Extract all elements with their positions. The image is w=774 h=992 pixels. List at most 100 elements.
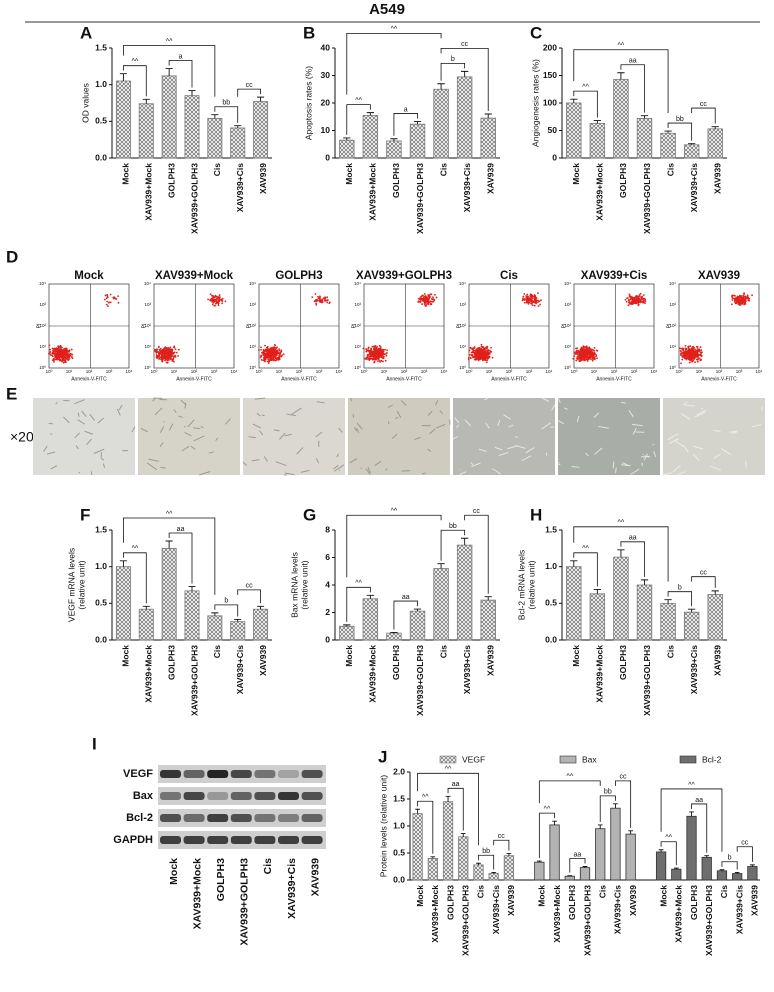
flow-event — [474, 359, 476, 361]
flow-event — [386, 352, 388, 354]
flow-event — [160, 350, 162, 352]
flow-event — [736, 301, 738, 303]
flow-event — [482, 356, 484, 358]
flow-event — [68, 359, 70, 361]
flow-x-label: Annexin-V-FITC — [596, 376, 632, 382]
flow-event — [167, 360, 169, 362]
bar — [611, 808, 620, 880]
flow-y-tick: 10⁰ — [249, 365, 256, 370]
bar — [410, 611, 425, 640]
x-tick-label: Mock — [537, 885, 547, 907]
flow-event — [630, 297, 632, 299]
flow-event — [374, 349, 376, 351]
flow-event — [582, 350, 584, 352]
flow-x-tick: 10² — [401, 369, 408, 374]
x-tick-label: XAV939 — [712, 645, 722, 676]
flow-event — [644, 299, 646, 301]
flow-x-tick: 10⁰ — [676, 369, 683, 374]
flow-event — [581, 356, 583, 358]
x-tick-label: Mock — [121, 163, 131, 185]
flow-event — [278, 359, 280, 361]
flow-event — [473, 350, 475, 352]
flow-event — [583, 359, 585, 361]
flow-event — [420, 296, 422, 298]
flow-event — [50, 354, 52, 356]
flow-event — [539, 304, 541, 306]
flow-event — [526, 294, 528, 296]
flow-event — [170, 357, 172, 359]
flow-event — [685, 354, 687, 356]
bar — [185, 96, 199, 158]
flow-y-tick: 10¹ — [459, 344, 466, 349]
flow-event — [49, 352, 51, 354]
flow-event — [533, 298, 535, 300]
flow-event — [364, 358, 366, 360]
flow-event — [175, 356, 177, 358]
flow-event — [638, 305, 640, 307]
flow-event — [262, 353, 264, 355]
flow-event — [217, 301, 219, 303]
x-tick-label: XAV939+Mock — [430, 885, 440, 943]
blot-band — [254, 792, 275, 800]
x-tick-label: XAV939+Cis — [235, 645, 245, 694]
flow-event — [577, 356, 579, 358]
blot-band — [231, 836, 252, 844]
bar — [139, 104, 153, 158]
significance-label: b — [451, 56, 455, 63]
flow-title: XAV939+Cis — [581, 270, 648, 282]
bar — [717, 871, 726, 880]
flow-event — [700, 346, 702, 348]
flow-event — [483, 358, 485, 360]
flow-y-tick: 10³ — [144, 302, 151, 307]
flow-event — [580, 359, 582, 361]
flow-event — [315, 293, 317, 295]
flow-event — [48, 344, 50, 346]
flow-event — [529, 302, 531, 304]
panel-letter: J — [378, 747, 387, 766]
flow-event — [531, 295, 533, 297]
flow-event — [157, 348, 159, 350]
x-tick-label: Cis — [212, 645, 222, 659]
flow-event — [56, 358, 58, 360]
y-tick-label: 40 — [321, 42, 331, 52]
flow-event — [274, 354, 276, 356]
blot-band — [160, 770, 181, 778]
flow-event — [71, 354, 73, 356]
flow-event — [72, 357, 74, 359]
flow-event — [118, 302, 120, 304]
flow-event — [644, 302, 646, 304]
flow-event — [384, 349, 386, 351]
flow-x-tick: 10⁴ — [756, 369, 763, 374]
bar — [116, 81, 130, 158]
flow-event — [178, 349, 180, 351]
flow-event — [279, 355, 281, 357]
micrograph — [663, 398, 765, 475]
x-tick-label: XAV939+GOLPH3 — [642, 163, 652, 234]
flow-event — [686, 359, 688, 361]
flow-y-tick: 10⁴ — [144, 281, 151, 286]
bar — [708, 595, 723, 640]
x-tick-label: XAV939+Mock — [368, 163, 378, 221]
flow-event — [156, 354, 158, 356]
flow-event — [691, 352, 693, 354]
flow-event — [262, 354, 264, 356]
flow-event — [62, 351, 64, 353]
flow-event — [688, 348, 690, 350]
flow-event — [577, 352, 579, 354]
flow-event — [106, 297, 108, 299]
significance-label: b — [224, 598, 228, 605]
flow-event — [221, 299, 223, 301]
significance-label: ^^ — [582, 546, 589, 553]
flow-event — [637, 296, 639, 298]
flow-event — [732, 299, 734, 301]
blot-band — [184, 814, 205, 822]
flow-x-tick: 10⁰ — [466, 369, 473, 374]
flow-event — [424, 293, 426, 295]
x-tick-label: XAV939+GOLPH3 — [461, 885, 471, 956]
error-bar — [188, 91, 195, 96]
flow-event — [261, 359, 263, 361]
x-tick-label: Cis — [438, 645, 448, 659]
x-tick-label: XAV939+Cis — [491, 885, 501, 934]
flow-event — [273, 346, 275, 348]
flow-event — [738, 296, 740, 298]
